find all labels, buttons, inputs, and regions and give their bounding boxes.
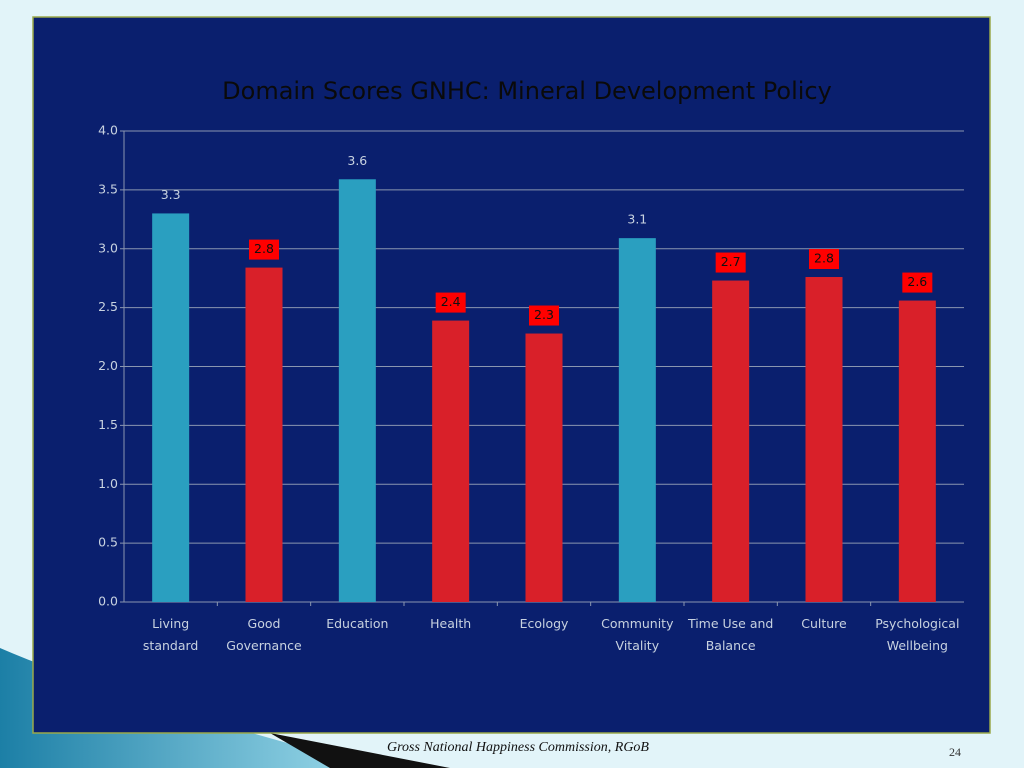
y-tick-label: 3.0 [98, 240, 118, 255]
bar [712, 280, 750, 602]
x-tick-label: Good Governance [226, 616, 302, 653]
data-label: 2.8 [814, 251, 834, 266]
y-tick-label: 2.5 [98, 299, 118, 314]
label-box [902, 272, 933, 293]
bar [245, 267, 283, 602]
y-tick-label: 1.0 [98, 476, 118, 491]
data-label: 2.3 [534, 307, 554, 322]
data-label: 3.1 [627, 212, 647, 227]
x-tick-label: Education [326, 616, 389, 631]
label-box [435, 292, 466, 313]
data-label: 2.4 [441, 294, 461, 309]
footer-source: Gross National Happiness Commission, RGo… [387, 740, 649, 755]
label-box [715, 252, 746, 273]
x-tick-label: Time Use and Balance [687, 616, 774, 653]
label-box [249, 239, 279, 260]
y-tick-label: 3.5 [98, 181, 118, 196]
data-label: 2.7 [721, 254, 741, 269]
decoration [270, 733, 450, 768]
y-tick-label: 2.0 [98, 358, 118, 373]
y-tick-label: 0.0 [98, 594, 118, 609]
x-tick-label: Ecology [519, 616, 569, 631]
data-label: 3.3 [161, 187, 181, 202]
bar [152, 213, 190, 603]
data-label: 2.6 [907, 274, 927, 289]
label-box [529, 305, 559, 326]
decoration [0, 648, 380, 768]
label-box [809, 249, 839, 270]
y-tick-label: 1.5 [98, 417, 118, 432]
data-label: 2.8 [254, 241, 274, 256]
y-tick-label: 0.5 [98, 535, 118, 550]
bar [525, 333, 563, 602]
x-tick-label: Living standard [142, 616, 199, 653]
bar [338, 179, 376, 602]
x-tick-label: Culture [801, 616, 847, 631]
bar [898, 300, 936, 602]
bar [618, 238, 656, 602]
bar [432, 320, 470, 602]
x-tick-label: Psychological Wellbeing [875, 616, 960, 653]
data-label: 3.6 [347, 153, 367, 168]
x-tick-label: Health [430, 616, 472, 631]
x-tick-label: Community Vitality [601, 616, 674, 653]
bar [805, 277, 843, 602]
y-tick-label: 4.0 [98, 123, 118, 138]
page-number: 24 [949, 745, 961, 759]
chart-title: Domain Scores GNHC: Mineral Development … [222, 77, 832, 105]
